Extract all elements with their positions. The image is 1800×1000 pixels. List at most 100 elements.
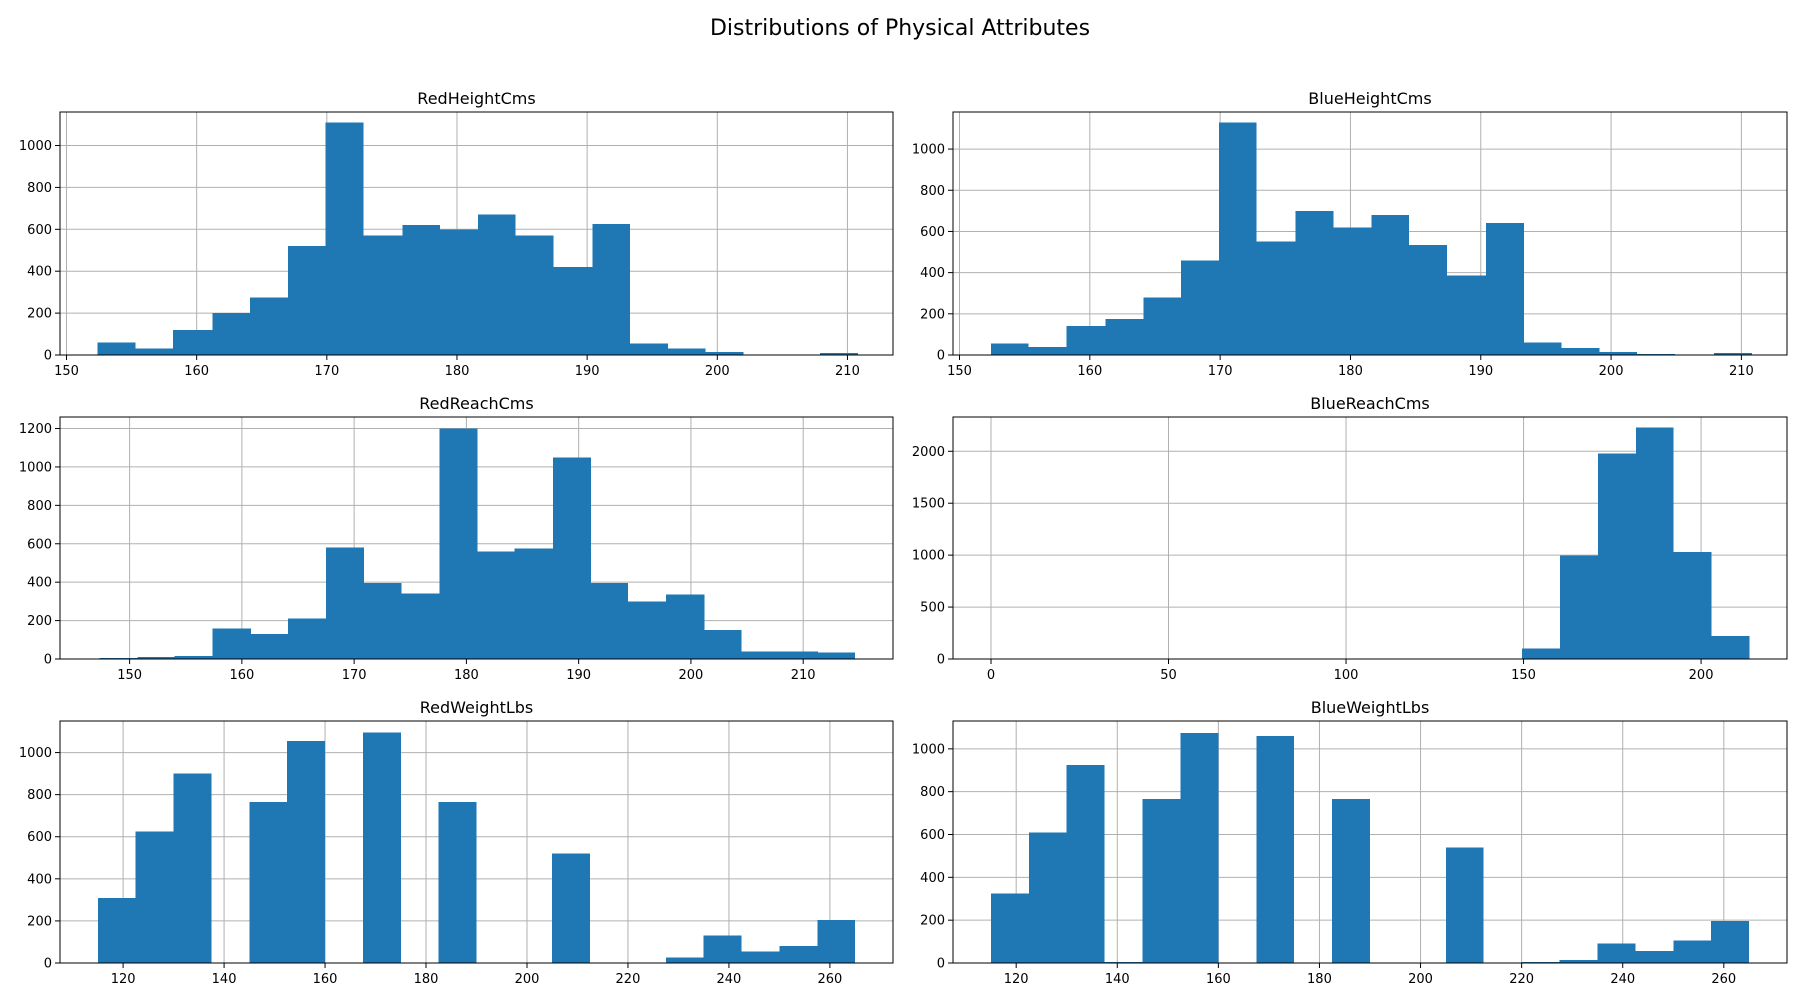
histogram-bar [439,428,478,659]
histogram-bar [401,593,440,659]
y-tick-label: 400 [920,266,945,281]
axes-frame [59,416,894,660]
x-tick-label: 150 [117,668,142,683]
y-tick-label: 600 [920,828,945,843]
histogram-bar [703,935,742,963]
y-tick-label: 1000 [19,746,52,761]
axes-frame [952,720,1788,964]
histogram-bar [1028,832,1067,963]
x-tick-label: 170 [342,668,367,683]
y-tick-label: 0 [937,653,945,668]
subplot-redheightcms: RedHeightCms 150 160 170 180 190 200 210 0 200 400… [19,89,894,379]
y-tick-label: 600 [27,223,52,238]
histogram-bar [1714,352,1752,355]
histogram-bar [553,267,593,355]
histogram-bar [174,656,213,659]
y-tick-label: 0 [937,349,945,364]
histogram-bar [440,229,478,355]
y-tick-label: 1000 [912,742,945,757]
x-tick-label: 50 [1160,668,1177,683]
histogram-bar [173,773,212,963]
histogram-bar [630,343,668,355]
y-tick-label: 1500 [912,497,945,512]
x-tick-label: 160 [1206,972,1231,987]
subplot-title: BlueHeightCms [1308,89,1431,108]
histogram-bar [552,853,591,963]
y-tick-label: 800 [920,184,945,199]
histogram-bar [1143,297,1182,355]
histogram-bar [97,897,136,963]
axes-frame [952,416,1788,660]
x-tick-label: 160 [229,668,254,683]
histogram-bar [1521,961,1560,963]
histogram-bar [250,297,288,355]
histogram-bar [1066,326,1106,355]
x-tick-label: 210 [1729,364,1754,379]
figure-title: Distributions of Physical Attributes [710,16,1090,41]
y-tick-label: 400 [27,872,52,887]
y-tick-label: 200 [27,914,52,929]
histogram-bar [212,628,251,659]
x-tick-label: 200 [1599,364,1624,379]
x-tick-label: 210 [791,668,816,683]
y-tick-label: 1200 [19,422,52,437]
histogram-bar [1559,959,1598,963]
axes-frame [952,111,1788,356]
y-tick-label: 2000 [912,445,945,460]
y-tick-label: 400 [27,265,52,280]
histogram-bar [1333,227,1372,355]
histogram-bar [817,652,855,659]
histogram-bar [1673,940,1712,963]
x-tick-label: 200 [1689,668,1714,683]
histogram-bar [1673,552,1712,659]
axes-frame [59,720,894,964]
histogram-bar [97,342,136,355]
histogram-bar [1445,847,1484,963]
histogram-bar [1295,210,1334,355]
histogram-bar [287,618,327,659]
histogram-bar [552,457,592,659]
histogram-bar [741,651,780,659]
histogram-bar [514,548,553,659]
x-tick-label: 160 [184,364,209,379]
subplot-title: RedHeightCms [417,89,535,108]
subplot-redreachcms: RedReachCms 150 160 170 180 190 200 210 0 200 400 6… [19,394,894,683]
y-tick-label: 0 [937,957,945,972]
x-tick-label: 120 [111,972,136,987]
histogram-bar [1635,951,1674,963]
histogram-bar [363,235,403,355]
histogram-bar [1635,427,1674,659]
histogram-bar [249,802,288,963]
histogram-bar [364,583,402,659]
subplot-title: BlueWeightLbs [1311,698,1430,717]
x-tick-label: 160 [313,972,338,987]
subplot-blueweightlbs: BlueWeightLbs 120 140 160 180 200 220 240 260 0 20… [912,698,1788,987]
subplot-title: BlueReachCms [1310,394,1429,413]
histogram-bar [515,235,554,355]
histogram-bar [1711,636,1750,659]
histogram-bar [1180,732,1219,963]
histogram-bar [1104,961,1143,963]
x-tick-label: 200 [515,972,540,987]
histogram-bar [362,732,401,963]
histogram-bar [1256,241,1296,355]
subplot-blueheightcms: BlueHeightCms 150 160 170 180 190 200 210 0 200 40… [912,89,1788,379]
y-tick-label: 1000 [19,139,52,154]
histogram-bar [135,831,174,963]
x-tick-label: 240 [717,972,742,987]
histogram-bar [1218,122,1257,356]
x-tick-label: 200 [705,364,730,379]
histogram-bar [212,313,251,355]
subplot-grid: RedHeightCms 150 160 170 180 190 200 210 0 200 400… [19,89,1788,987]
histogram-bar [1711,921,1750,963]
histogram-bar [666,594,705,659]
y-tick-label: 200 [920,914,945,929]
y-tick-label: 200 [27,614,52,629]
y-tick-label: 1000 [912,549,945,564]
histogram-bar [1637,353,1675,355]
axes-frame [59,111,894,356]
x-tick-label: 150 [947,364,972,379]
histogram-bar [173,329,213,355]
x-tick-label: 140 [1105,972,1130,987]
x-tick-label: 140 [212,972,237,987]
